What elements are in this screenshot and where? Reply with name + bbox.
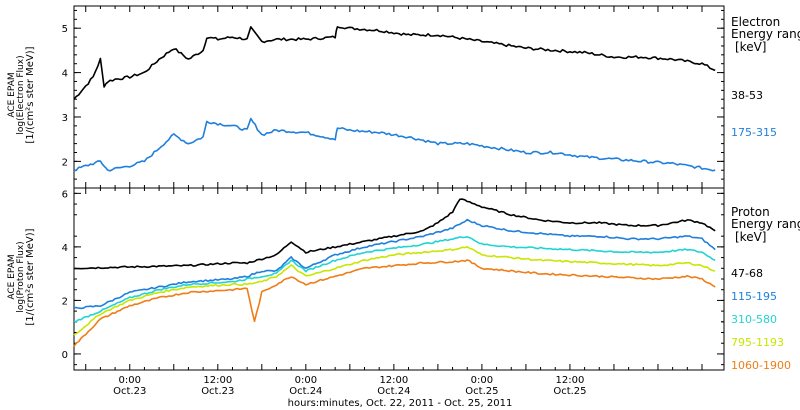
proton-ytick-label: 2	[62, 296, 68, 307]
x-axis-title: hours:minutes, Oct. 22, 2011 - Oct. 25, …	[287, 398, 513, 409]
electron-ytick-label: 3	[62, 113, 68, 124]
electron-panel: 2 3 4 5	[62, 5, 725, 189]
legend-title-line1: Proton	[731, 205, 770, 219]
proton-series-1060-1900	[73, 259, 716, 347]
x-tick-date: Oct.23	[201, 386, 234, 397]
electron-ytick-label: 2	[62, 157, 68, 168]
legend-title-line2: Energy range	[731, 27, 800, 41]
legend-unit: [keV]	[735, 230, 767, 244]
x-tick-time: 0:00	[119, 375, 141, 386]
electron-series-175-315	[73, 117, 716, 172]
x-axis: 0:00Oct.2312:00Oct.230:00Oct.2412:00Oct.…	[113, 375, 586, 397]
proton-frame	[73, 187, 725, 371]
legend-series-1060-1900: 1060-1900	[731, 359, 791, 372]
x-tick-date: Oct.24	[289, 386, 322, 397]
electron-y-label: ACE EPAM log(Electron Flux) [1/(cm²s ste…	[7, 46, 36, 144]
proton-ytick-label: 4	[62, 243, 68, 254]
legend-series-38-53: 38-53	[731, 89, 763, 102]
x-tick-date: Oct.25	[465, 386, 498, 397]
proton-panel: 0 2 4 6	[62, 187, 725, 371]
electron-series-38-53	[73, 26, 716, 100]
x-tick-date: Oct.25	[553, 386, 586, 397]
x-tick-time: 0:00	[295, 375, 317, 386]
x-tick-date: Oct.23	[113, 386, 146, 397]
electron-legend: Electron Energy range [keV] 38-53 175-31…	[731, 16, 800, 139]
electron-ytick-label: 4	[62, 69, 68, 80]
legend-series-310-580: 310-580	[731, 313, 777, 326]
legend-series-795-1193: 795-1193	[731, 336, 784, 349]
legend-unit: [keV]	[735, 40, 767, 54]
proton-series-47-68	[73, 198, 716, 270]
proton-series-310-580	[74, 236, 716, 323]
legend-series-47-68: 47-68	[731, 267, 763, 280]
legend-series-175-315: 175-315	[731, 126, 777, 139]
x-tick-time: 12:00	[556, 375, 585, 386]
x-tick-time: 12:00	[203, 375, 232, 386]
proton-series-795-1193	[73, 245, 716, 336]
proton-ytick-label: 0	[62, 350, 68, 361]
proton-ytick-label: 6	[62, 189, 68, 200]
proton-y-label: ACE EPAM log(Proton Flux) [1/(cm²s ster …	[7, 228, 36, 326]
legend-title-line2: Energy range	[731, 217, 800, 231]
electron-ytick-label: 5	[62, 24, 68, 35]
legend-series-115-195: 115-195	[731, 290, 777, 303]
x-tick-time: 12:00	[379, 375, 408, 386]
x-tick-time: 0:00	[471, 375, 493, 386]
proton-legend: Proton Energy range [keV] 47-68 115-195 …	[731, 206, 800, 372]
proton-series-115-195	[73, 218, 716, 310]
x-tick-date: Oct.24	[377, 386, 410, 397]
legend-title-line1: Electron	[731, 15, 781, 29]
